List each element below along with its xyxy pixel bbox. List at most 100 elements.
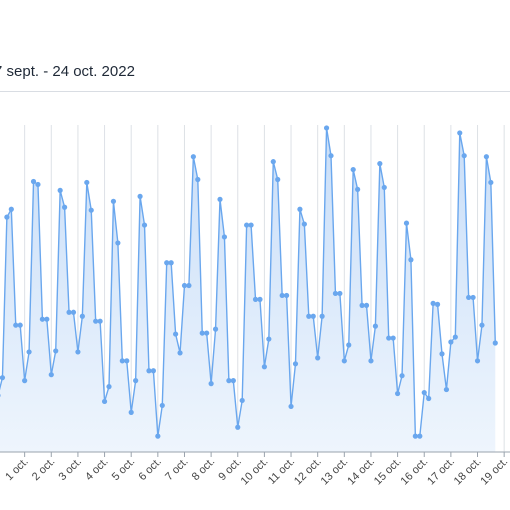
data-point[interactable]: [8, 206, 14, 212]
data-point[interactable]: [115, 240, 121, 246]
data-point[interactable]: [79, 313, 85, 319]
data-point[interactable]: [155, 433, 161, 439]
data-point[interactable]: [239, 397, 245, 404]
data-point[interactable]: [399, 373, 405, 379]
data-point[interactable]: [244, 222, 250, 228]
data-point[interactable]: [355, 186, 361, 193]
data-point[interactable]: [84, 179, 90, 186]
data-point[interactable]: [279, 292, 285, 299]
data-point[interactable]: [93, 318, 99, 324]
data-point[interactable]: [363, 302, 370, 308]
data-point[interactable]: [395, 390, 401, 397]
data-point[interactable]: [301, 221, 307, 227]
data-point[interactable]: [443, 386, 450, 393]
data-point[interactable]: [310, 313, 316, 319]
data-point[interactable]: [323, 125, 330, 131]
data-point[interactable]: [26, 349, 32, 355]
data-point[interactable]: [66, 309, 72, 315]
data-point[interactable]: [190, 154, 196, 160]
data-point[interactable]: [315, 355, 321, 361]
data-point[interactable]: [372, 323, 378, 329]
data-point[interactable]: [186, 282, 192, 289]
data-point[interactable]: [412, 433, 418, 439]
data-point[interactable]: [62, 204, 68, 210]
data-point[interactable]: [17, 322, 23, 328]
data-point[interactable]: [452, 334, 458, 340]
data-point[interactable]: [479, 322, 485, 328]
data-point[interactable]: [30, 178, 37, 185]
data-point[interactable]: [483, 154, 489, 160]
data-point[interactable]: [128, 409, 134, 415]
data-point[interactable]: [48, 372, 54, 378]
data-point[interactable]: [88, 207, 94, 213]
data-point[interactable]: [474, 358, 481, 364]
data-point[interactable]: [470, 294, 476, 301]
data-point[interactable]: [4, 214, 10, 220]
data-point[interactable]: [133, 378, 139, 384]
data-point[interactable]: [217, 196, 223, 202]
data-point[interactable]: [306, 313, 312, 319]
data-point[interactable]: [106, 384, 112, 390]
data-point[interactable]: [426, 395, 432, 402]
data-point[interactable]: [0, 375, 6, 381]
data-point[interactable]: [457, 130, 463, 136]
data-point[interactable]: [270, 159, 276, 165]
data-point[interactable]: [195, 176, 201, 183]
data-point[interactable]: [275, 176, 281, 183]
data-point[interactable]: [261, 364, 267, 370]
data-point[interactable]: [199, 330, 205, 336]
data-point[interactable]: [448, 339, 454, 345]
data-point[interactable]: [137, 193, 143, 199]
data-point[interactable]: [53, 348, 59, 354]
data-point[interactable]: [226, 378, 232, 384]
data-point[interactable]: [221, 234, 228, 240]
data-point[interactable]: [235, 424, 241, 430]
data-point[interactable]: [208, 381, 214, 387]
data-point[interactable]: [346, 342, 352, 348]
data-point[interactable]: [146, 368, 152, 374]
data-point[interactable]: [284, 292, 290, 299]
data-point[interactable]: [57, 187, 63, 193]
data-point[interactable]: [248, 222, 254, 228]
data-point[interactable]: [430, 300, 436, 306]
data-point[interactable]: [377, 161, 383, 167]
data-point[interactable]: [319, 313, 325, 319]
data-point[interactable]: [381, 184, 387, 191]
data-point[interactable]: [164, 260, 170, 266]
data-point[interactable]: [257, 296, 263, 302]
data-point[interactable]: [417, 433, 423, 439]
data-point[interactable]: [173, 331, 179, 337]
data-point[interactable]: [288, 403, 294, 410]
data-point[interactable]: [39, 316, 46, 322]
data-point[interactable]: [337, 290, 343, 297]
data-point[interactable]: [0, 393, 1, 398]
data-point[interactable]: [421, 389, 427, 396]
data-point[interactable]: [97, 318, 103, 324]
data-point[interactable]: [368, 358, 374, 364]
data-point[interactable]: [328, 153, 334, 159]
data-point[interactable]: [181, 282, 188, 289]
data-point[interactable]: [488, 179, 494, 186]
data-point[interactable]: [350, 166, 356, 173]
data-point[interactable]: [177, 350, 183, 356]
data-point[interactable]: [466, 294, 472, 301]
data-point[interactable]: [110, 198, 117, 204]
data-point[interactable]: [159, 402, 165, 409]
data-point[interactable]: [390, 335, 396, 341]
data-point[interactable]: [386, 335, 392, 341]
data-point[interactable]: [204, 330, 210, 336]
data-point[interactable]: [124, 358, 130, 364]
data-point[interactable]: [439, 351, 445, 357]
data-point[interactable]: [292, 361, 299, 367]
data-point[interactable]: [266, 336, 272, 342]
data-point[interactable]: [492, 340, 498, 346]
data-point[interactable]: [150, 368, 156, 374]
data-point[interactable]: [252, 296, 259, 302]
data-point[interactable]: [13, 322, 19, 328]
data-point[interactable]: [70, 309, 77, 315]
data-point[interactable]: [22, 378, 28, 384]
data-point[interactable]: [403, 220, 410, 226]
data-point[interactable]: [332, 290, 339, 297]
data-point[interactable]: [359, 302, 365, 308]
data-point[interactable]: [75, 349, 81, 355]
